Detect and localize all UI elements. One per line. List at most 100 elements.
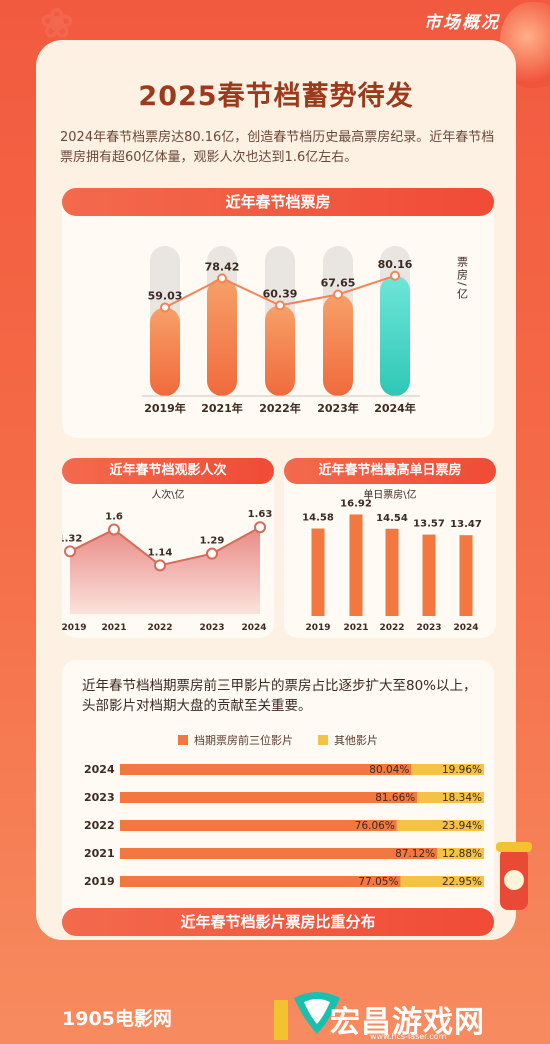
trend-point [390, 270, 400, 281]
peak-day-title: 近年春节档最高单日票房 [284, 458, 496, 484]
bar [422, 534, 436, 616]
intro-text: 2024年春节档票房达80.16亿，创造春节档历史最高票房纪录。近年春节档票房拥… [60, 130, 495, 165]
fu-lantern-decoration [496, 842, 532, 910]
x-tick-label: 2022 [147, 623, 172, 633]
data-point [64, 545, 76, 558]
data-label: 80.04% [369, 764, 409, 776]
data-label: 77.05% [358, 876, 398, 888]
footer-logo: 1905电影网 [62, 1008, 172, 1030]
trend-point [275, 300, 285, 311]
data-label: 14.54 [376, 513, 408, 524]
area-fill [70, 527, 260, 614]
bar [459, 535, 473, 616]
bar-segment [417, 792, 484, 803]
data-label: 23.94% [442, 820, 482, 832]
share-chart: 2024 80.04% 19.96% 2023 81.66% 18.34% 2022 76.0… [84, 763, 484, 888]
y-axis-label: 人次\亿 [151, 488, 184, 501]
data-label: 13.57 [413, 519, 445, 530]
x-tick-label: 2019 [305, 623, 330, 633]
footer-url: www.hcs-laser.com [370, 1032, 447, 1041]
share-subtitle: 近年春节档档期票房前三甲影片的票房占比逐步扩大至80%以上，头部影片对档期大盘的… [82, 678, 477, 714]
bar-segment [120, 764, 412, 775]
data-label: 19.96% [442, 764, 482, 776]
x-tick-label: 2022 [379, 623, 404, 633]
x-tick-label: 2021年 [201, 401, 243, 415]
data-label: 76.06% [355, 820, 395, 832]
box-office-title: 近年春节档票房 [62, 188, 494, 216]
peak-day-chart: 单日票房\亿 14.58 2019 16.92 2021 14.54 2022 13.57 20… [302, 488, 482, 633]
bar [349, 514, 363, 616]
bar [265, 305, 295, 396]
data-label: 22.95% [442, 876, 482, 888]
section-tag: 市场概况 [424, 13, 500, 33]
background-calligraphy: ❀ [40, 0, 74, 47]
y-axis-label: 票房/亿 [456, 256, 469, 301]
bar [207, 278, 237, 396]
footer-site-name: 宏昌游戏网 [330, 1005, 485, 1040]
data-point [108, 523, 120, 536]
y-tick-label: 2023 [84, 791, 115, 804]
share-title: 近年春节档影片票房比重分布 [62, 908, 494, 936]
x-tick-label: 2023 [199, 623, 224, 633]
bar [311, 528, 325, 616]
bar-segment [120, 792, 418, 803]
x-tick-label: 2022年 [259, 401, 301, 415]
data-label: 1.29 [200, 536, 225, 547]
legend-label-others: 其他影片 [334, 734, 378, 747]
legend-top3: 档期票房前三位影片 [178, 732, 293, 748]
data-label: 1.32 [62, 533, 82, 544]
trend-point [217, 273, 227, 284]
y-tick-label: 2019 [84, 875, 115, 888]
badge-decoration [274, 1000, 288, 1040]
legend-label-top3: 档期票房前三位影片 [194, 734, 293, 747]
bar-segment [120, 820, 397, 831]
y-tick-label: 2024 [84, 763, 115, 776]
data-label: 60.39 [263, 287, 298, 300]
bar [385, 528, 399, 616]
bar [150, 307, 180, 396]
data-point [206, 547, 218, 560]
attendance-chart: 人次\亿 1.32 2019 1.6 2021 1.14 2022 1.29 2023 1.63 2… [62, 488, 273, 633]
x-tick-label: 2024 [241, 623, 266, 633]
data-label: 14.58 [302, 513, 334, 524]
data-point [254, 521, 266, 534]
data-label: 18.34% [442, 792, 482, 804]
x-tick-label: 2024 [453, 623, 478, 633]
data-label: 87.12% [395, 848, 435, 860]
legend-swatch-others [318, 735, 328, 745]
x-tick-label: 2021 [101, 623, 126, 633]
legend-swatch-top3 [178, 735, 188, 745]
x-tick-label: 2019年 [144, 401, 186, 415]
x-tick-label: 2024年 [374, 401, 416, 415]
bar-segment [411, 764, 484, 775]
data-label: 78.42 [205, 260, 240, 273]
y-tick-label: 2022 [84, 819, 115, 832]
bar-segment [120, 876, 401, 887]
data-label: 1.63 [248, 509, 273, 520]
bar-segment [400, 876, 484, 887]
legend-others: 其他影片 [318, 732, 378, 748]
x-tick-label: 2021 [343, 623, 368, 633]
bar-segment [437, 848, 484, 859]
data-label: 1.14 [148, 547, 173, 558]
data-label: 12.88% [442, 848, 482, 860]
page-title: 2025春节档蓄势待发 [138, 81, 414, 112]
bar [380, 275, 410, 396]
trend-point [333, 289, 343, 300]
x-tick-label: 2023 [416, 623, 441, 633]
data-label: 16.92 [340, 498, 372, 509]
bar [323, 294, 353, 396]
bar-segment [396, 820, 484, 831]
x-tick-label: 2023年 [317, 401, 359, 415]
data-label: 80.16 [378, 258, 413, 271]
data-label: 67.65 [321, 277, 356, 290]
box-office-chart: 59.03 2019年 78.42 2021年 60.39 2022年 67.65 2023年… [142, 246, 469, 415]
data-point [154, 559, 166, 572]
site-logo-icon [294, 992, 340, 1034]
attendance-title: 近年春节档观影人次 [62, 458, 274, 484]
data-label: 59.03 [148, 289, 183, 302]
bar-segment [120, 848, 438, 859]
data-label: 1.6 [105, 512, 123, 523]
data-label: 13.47 [450, 519, 482, 530]
y-axis-label: 单日票房\亿 [363, 488, 416, 501]
